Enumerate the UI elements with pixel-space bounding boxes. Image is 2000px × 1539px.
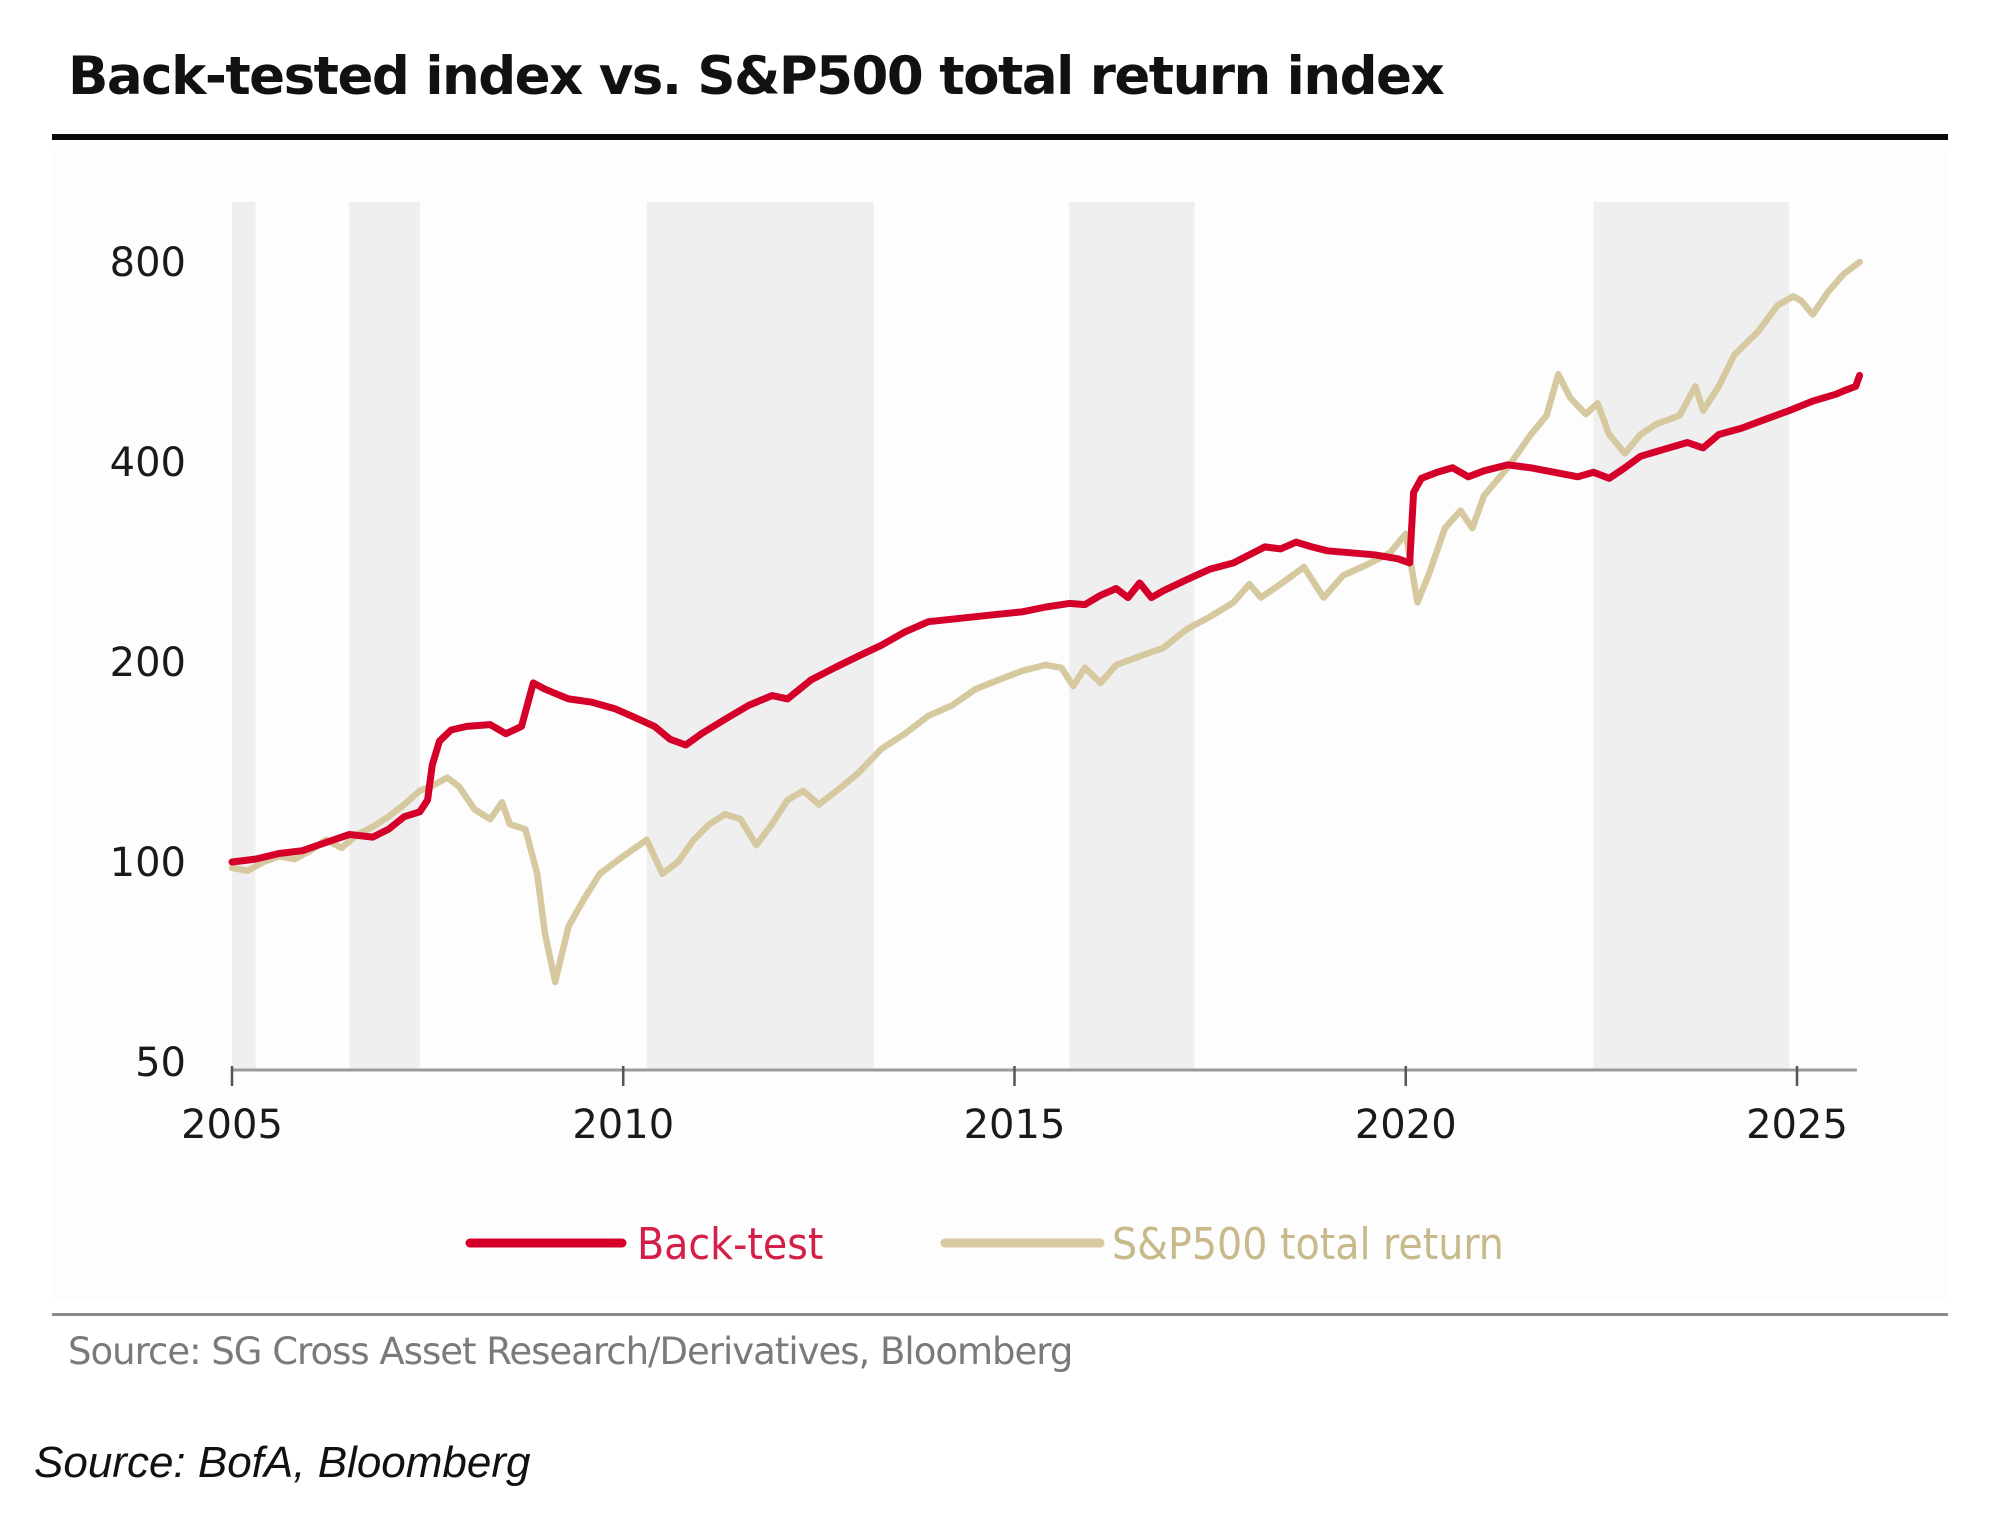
shaded-period — [232, 202, 256, 1070]
x-tick-label: 2015 — [964, 1102, 1066, 1148]
chart-title: Back-tested index vs. S&P500 total retur… — [68, 46, 1445, 107]
x-tick-label: 2020 — [1355, 1102, 1457, 1148]
legend: Back-test S&P500 total return — [465, 1219, 1504, 1270]
footer-rule — [52, 1313, 1948, 1316]
legend-label: S&P500 total return — [1112, 1219, 1504, 1270]
article-source-note: Source: BofA, Bloomberg — [34, 1438, 531, 1487]
legend-sp500: S&P500 total return — [940, 1219, 1504, 1270]
series-lines — [228, 258, 1864, 986]
chart-source-note: Source: SG Cross Asset Research/Derivati… — [68, 1330, 1073, 1373]
y-tick-label: 100 — [110, 840, 186, 886]
x-tick-label: 2010 — [572, 1102, 674, 1148]
y-tick-label: 400 — [110, 440, 186, 486]
axes: 2005 2010 2015 2020 2025 50 100 200 400 800 — [110, 240, 1857, 1148]
title-rule — [52, 134, 1948, 140]
x-tick-label: 2025 — [1746, 1102, 1848, 1148]
y-tick-label: 200 — [110, 640, 186, 686]
legend-label: Back-test — [637, 1219, 823, 1270]
x-tick-label: 2005 — [181, 1102, 283, 1148]
series-line-sp500 — [228, 258, 1863, 986]
shaded-period — [646, 202, 874, 1070]
shaded-period — [349, 202, 420, 1070]
shaded-period — [1593, 202, 1790, 1070]
y-tick-label: 50 — [135, 1040, 186, 1086]
legend-back-test: Back-test — [465, 1219, 823, 1270]
series-line-back-test — [228, 371, 1864, 866]
y-tick-label: 800 — [110, 240, 186, 286]
